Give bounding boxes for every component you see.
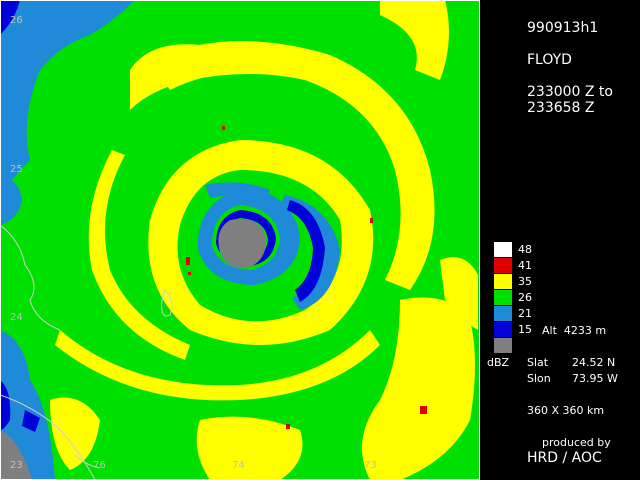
- legend-swatch-21: [494, 306, 512, 321]
- unit-label: dBZ: [487, 356, 510, 369]
- producer-label: HRD / AOC: [527, 450, 602, 466]
- hurricane-eye: [218, 218, 267, 269]
- legend-swatch-15: [494, 322, 512, 337]
- legend-swatch-41: [494, 258, 512, 273]
- time-start: 233000 Z to: [527, 84, 613, 100]
- eyewall-15dbz-inner: [216, 210, 276, 266]
- legend-label-26: 26: [518, 291, 532, 304]
- legend-label-15: 15: [518, 323, 532, 336]
- lat-label-26: 26: [10, 15, 23, 26]
- outer-rainband: [150, 41, 435, 291]
- lat-label-23: 23: [10, 460, 23, 471]
- domain-size: 360 X 360 km: [527, 404, 605, 417]
- lat-label-24: 24: [10, 312, 23, 323]
- file-id: 990913h1: [527, 20, 599, 36]
- eyewall-21dbz-east: [280, 195, 340, 310]
- reflectivity-field-21dbz-west-mid: [0, 179, 22, 225]
- legend-label-48: 48: [518, 243, 532, 256]
- northeast-rainband: [380, 0, 449, 80]
- legend-swatch-nodata: [494, 338, 512, 353]
- western-rainband: [88, 150, 190, 360]
- south-rainband: [196, 416, 303, 480]
- legend-swatch-35: [494, 274, 512, 289]
- eyewall-15dbz: [287, 200, 325, 302]
- eyewall-21dbz-north: [205, 182, 270, 200]
- reflectivity-field-15dbz-nw: [0, 0, 20, 35]
- radar-reflectivity-map: [0, 0, 480, 480]
- coastlines: [0, 224, 173, 480]
- slon-value: 73.95 W: [572, 372, 618, 385]
- southern-rainband: [55, 330, 380, 401]
- legend-swatch-26: [494, 290, 512, 305]
- reflectivity-41dbz-specks: [186, 126, 427, 429]
- legend-swatch-48: [494, 242, 512, 257]
- info-panel: 990913h1 FLOYD 233000 Z to 233658 Z 48 4…: [480, 0, 640, 480]
- storm-name: FLOYD: [527, 52, 572, 68]
- reflectivity-field-21dbz-west: [0, 0, 135, 200]
- southwest-rainband: [50, 397, 100, 470]
- slat-label: Slat: [527, 356, 549, 369]
- altitude-label: Alt 4233 m: [542, 324, 607, 337]
- outer-rainband-north: [130, 44, 305, 110]
- legend-label-35: 35: [518, 275, 532, 288]
- eyewall-21dbz: [197, 188, 300, 285]
- east-rainband: [440, 257, 478, 330]
- legend-label-21: 21: [518, 307, 532, 320]
- southeast-rainband: [362, 297, 475, 480]
- legend-label-41: 41: [518, 259, 532, 272]
- inner-rainband: [148, 140, 374, 345]
- lat-label-25: 25: [10, 164, 23, 175]
- reflectivity-field-15dbz-sw: [0, 380, 40, 432]
- lon-label-74: 74: [232, 460, 245, 471]
- slat-value: 24.52 N: [572, 356, 616, 369]
- slon-label: Slon: [527, 372, 551, 385]
- produced-by-label: produced by: [542, 436, 611, 449]
- time-end: 233658 Z: [527, 100, 595, 116]
- no-data-sw: [0, 430, 32, 480]
- lon-label-76: 76: [93, 460, 106, 471]
- lon-label-73: 73: [364, 460, 377, 471]
